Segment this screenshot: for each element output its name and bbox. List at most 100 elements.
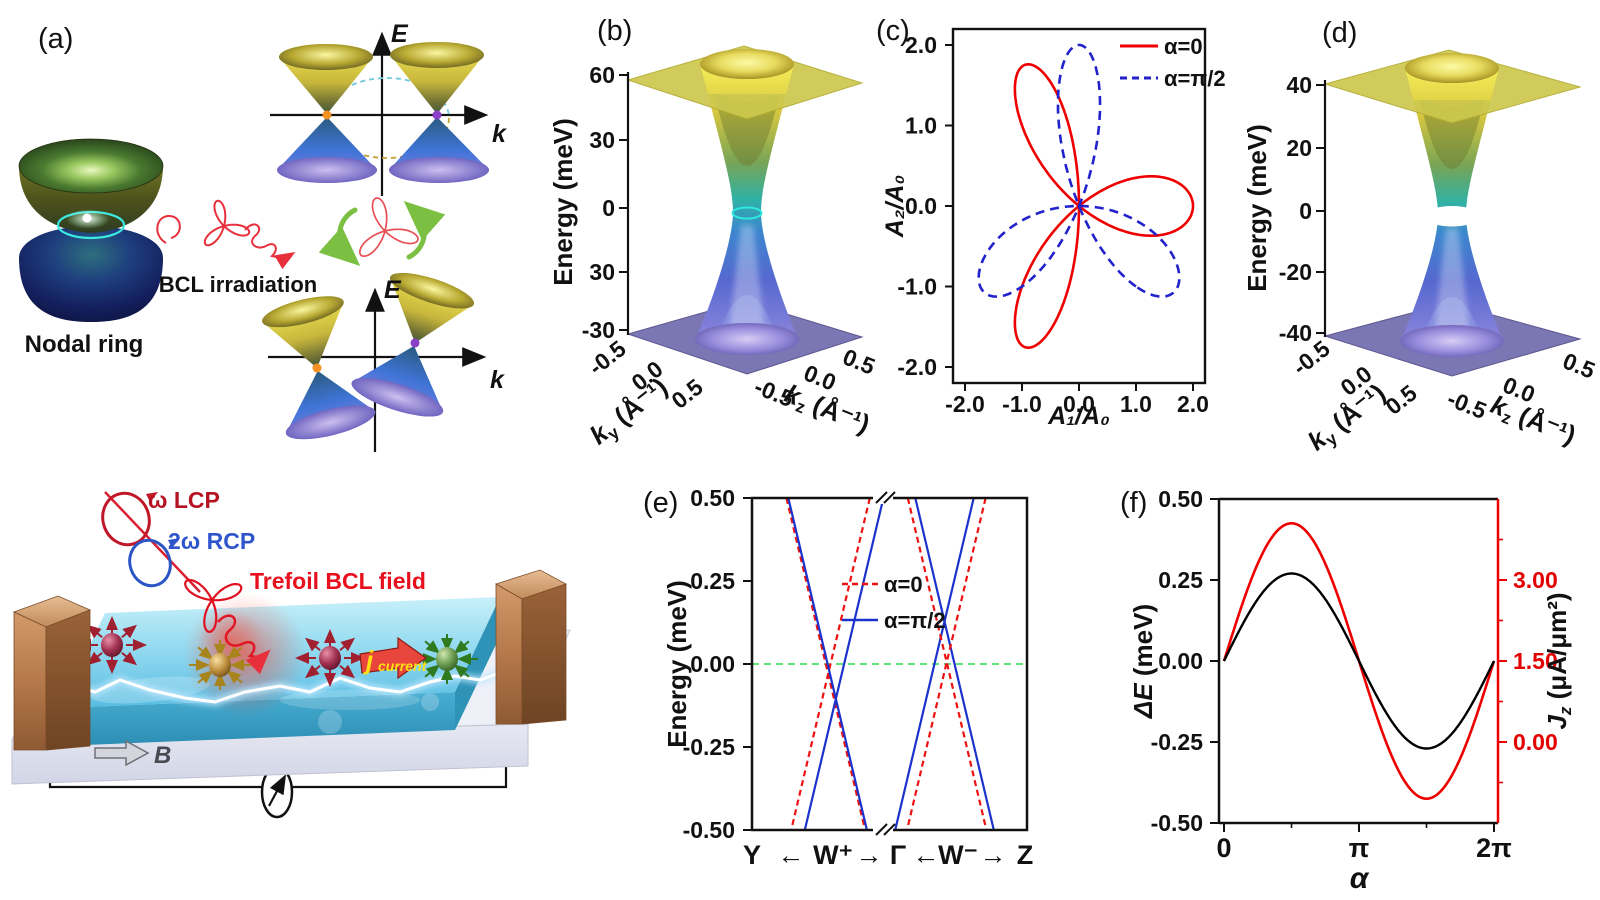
tick-label: -0.25: [683, 734, 736, 760]
z-tick: 60: [589, 62, 615, 88]
rotate-arrow-right: [403, 201, 446, 260]
tick-label: 0.25: [1158, 567, 1203, 593]
bcl-curve: [1013, 63, 1195, 349]
right-axis-label: Jz (μA/μm²): [1542, 592, 1575, 729]
bcl-beam: [101, 491, 271, 675]
tick-label: Γ: [890, 840, 906, 870]
cone-opening: [389, 272, 475, 309]
axis-break-marks: [873, 491, 896, 836]
trefoil-rotation: [318, 197, 446, 266]
bcl-curve: [977, 43, 1181, 298]
cone-opening: [279, 44, 373, 70]
electrode-front: [13, 611, 47, 751]
x-axis-label: α: [1350, 862, 1370, 895]
tick-label: -2.0: [897, 354, 937, 380]
z-tick: -40: [1279, 320, 1312, 346]
spin-arrow: [121, 651, 138, 666]
tick-label: ←: [913, 840, 940, 870]
spin-arrow: [453, 664, 470, 678]
light-squiggle-arrow: [244, 223, 296, 270]
sheen: [280, 690, 420, 710]
tilted-cone-pair-left: [262, 296, 376, 440]
ammeter: [260, 765, 294, 819]
rcp-label: 2ω RCP: [168, 528, 255, 554]
ek-diagram-top: E k: [270, 20, 507, 196]
lcp-arrowhead: [146, 492, 158, 502]
x-axis-label: A₁/A₀: [1047, 402, 1110, 430]
c-ticks: -2.0 -1.0 0.0 1.0 2.0 2.0 1.0 0.0 -1.0 -2.0: [897, 32, 1209, 417]
tick-label: -2.0: [945, 391, 985, 417]
z-axis-label: Energy (meV): [548, 118, 578, 286]
flare: [318, 710, 342, 734]
z-tick: -20: [1279, 259, 1312, 285]
tick-label: 0.00: [1158, 648, 1203, 674]
tick-label: 0.25: [690, 568, 735, 594]
y-axis-label: Energy (meV): [662, 580, 692, 748]
ek-diagram-bottom: E k: [262, 272, 505, 452]
electrode-right: [495, 569, 567, 725]
cone-base: [351, 377, 444, 417]
panel-c-label: (c): [876, 15, 910, 47]
band-line: [787, 498, 868, 830]
flare: [421, 693, 439, 711]
tick-label: 1.0: [1120, 391, 1152, 417]
ky-axis-label: ky (Å⁻¹): [584, 371, 675, 452]
cone-opening: [1405, 53, 1499, 83]
break-slashes: [875, 823, 896, 836]
kz-tick: 0.5: [839, 344, 879, 380]
tick-label: 0.50: [1158, 486, 1203, 512]
spin-arrow: [453, 640, 470, 654]
tick-label: 0.0: [1063, 391, 1095, 417]
electrode-side: [45, 609, 91, 751]
kz-tick: -0.5: [1444, 385, 1491, 424]
electrode-front: [495, 583, 523, 725]
rcp-arrowhead: [168, 538, 180, 548]
tick-label: Y: [743, 840, 761, 870]
panel-a: (a) Nodal ring: [18, 20, 507, 452]
panel-b-label: (b): [597, 15, 632, 47]
panel-b: (b) 60 30 0 30 -30 Energy (meV) -0.5 0.0…: [548, 15, 879, 452]
lightning-core: [24, 670, 503, 704]
gap-lens: [1414, 206, 1490, 227]
device-panel: j current ω LCP 2ω RCP Trefoil BCL field: [11, 487, 571, 819]
tick-label: →: [980, 840, 1007, 870]
atom-sphere: [319, 646, 341, 670]
f-ticks: 0.50 0.25 0.00 -0.25 -0.50 3.00 1.50 0.00 0 π 2π: [1151, 486, 1558, 863]
tick-label: 0.00: [1513, 729, 1558, 755]
z-axis-label: Energy (meV): [1242, 124, 1272, 292]
spin-arrow: [86, 651, 103, 666]
beam-squiggle-arrow: [217, 614, 271, 675]
light-streak: [1434, 228, 1470, 334]
c-curves: [977, 43, 1195, 349]
panel-a-label: (a): [38, 23, 73, 55]
lcp-label: ω LCP: [148, 487, 220, 513]
weyl-node-purple: [432, 110, 442, 120]
cone-base: [1400, 325, 1504, 357]
atom-sphere: [209, 653, 231, 677]
spin-arrow: [304, 637, 321, 652]
current-symbol: j: [363, 645, 374, 675]
sample-front: [60, 692, 455, 746]
f-content: [1222, 522, 1496, 800]
tick-label: 1.50: [1513, 648, 1558, 674]
spin-arrow: [197, 646, 214, 660]
band-line: [906, 498, 988, 830]
trefoil-glyph: [203, 199, 251, 247]
break-slashes: [875, 491, 896, 504]
atom-sphere: [436, 647, 458, 671]
light-loop: [156, 214, 181, 244]
tick-label: 2.0: [905, 32, 937, 58]
atom-sink: [189, 640, 251, 690]
kz-tick: 0.5: [1559, 348, 1599, 384]
light-streak: [729, 225, 765, 332]
y-axis-label: A₂/A₀: [881, 175, 909, 238]
nodal-ring-dome: [19, 226, 163, 322]
current-arrow-shape: [359, 636, 428, 680]
curve: [1222, 572, 1496, 750]
b-field-label: B: [154, 742, 171, 769]
z-tick: 0: [602, 195, 615, 221]
atom-source: [295, 629, 365, 687]
z-tick: 30: [589, 259, 615, 285]
